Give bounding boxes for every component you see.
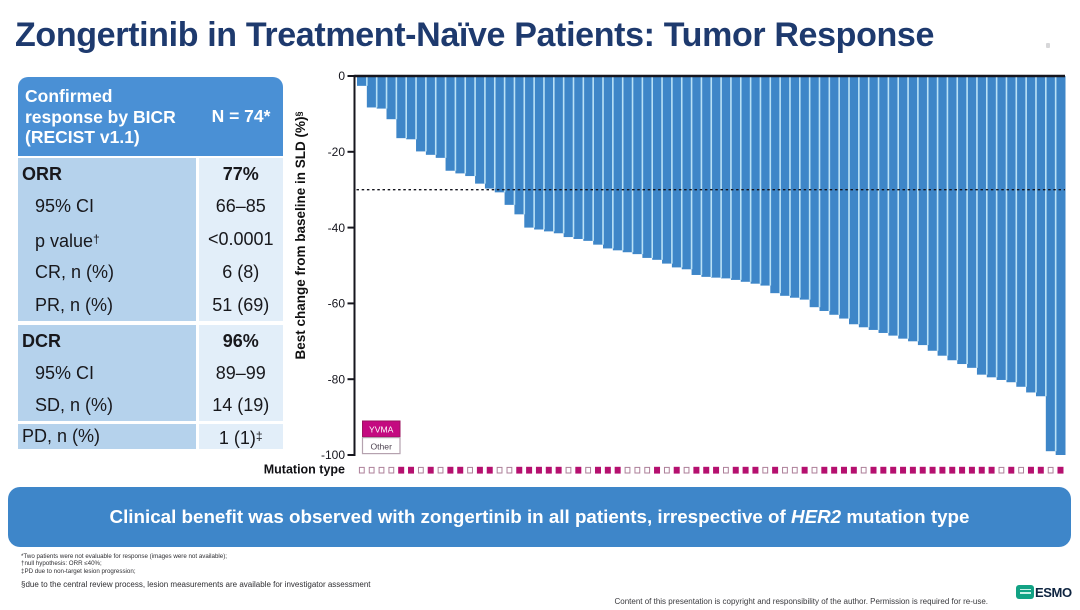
svg-text:-40: -40 [328,221,346,235]
svg-text:0: 0 [338,69,345,83]
svg-text:Mutation type: Mutation type [264,463,345,477]
svg-text:Best change from baseline in S: Best change from baseline in SLD (%)§ [293,111,308,359]
svg-text:-80: -80 [328,372,346,386]
svg-text:YVMA: YVMA [369,425,394,435]
svg-text:-60: -60 [328,297,346,311]
svg-text:-100: -100 [321,448,345,462]
svg-text:Other: Other [370,441,392,451]
svg-text:-20: -20 [328,145,346,159]
